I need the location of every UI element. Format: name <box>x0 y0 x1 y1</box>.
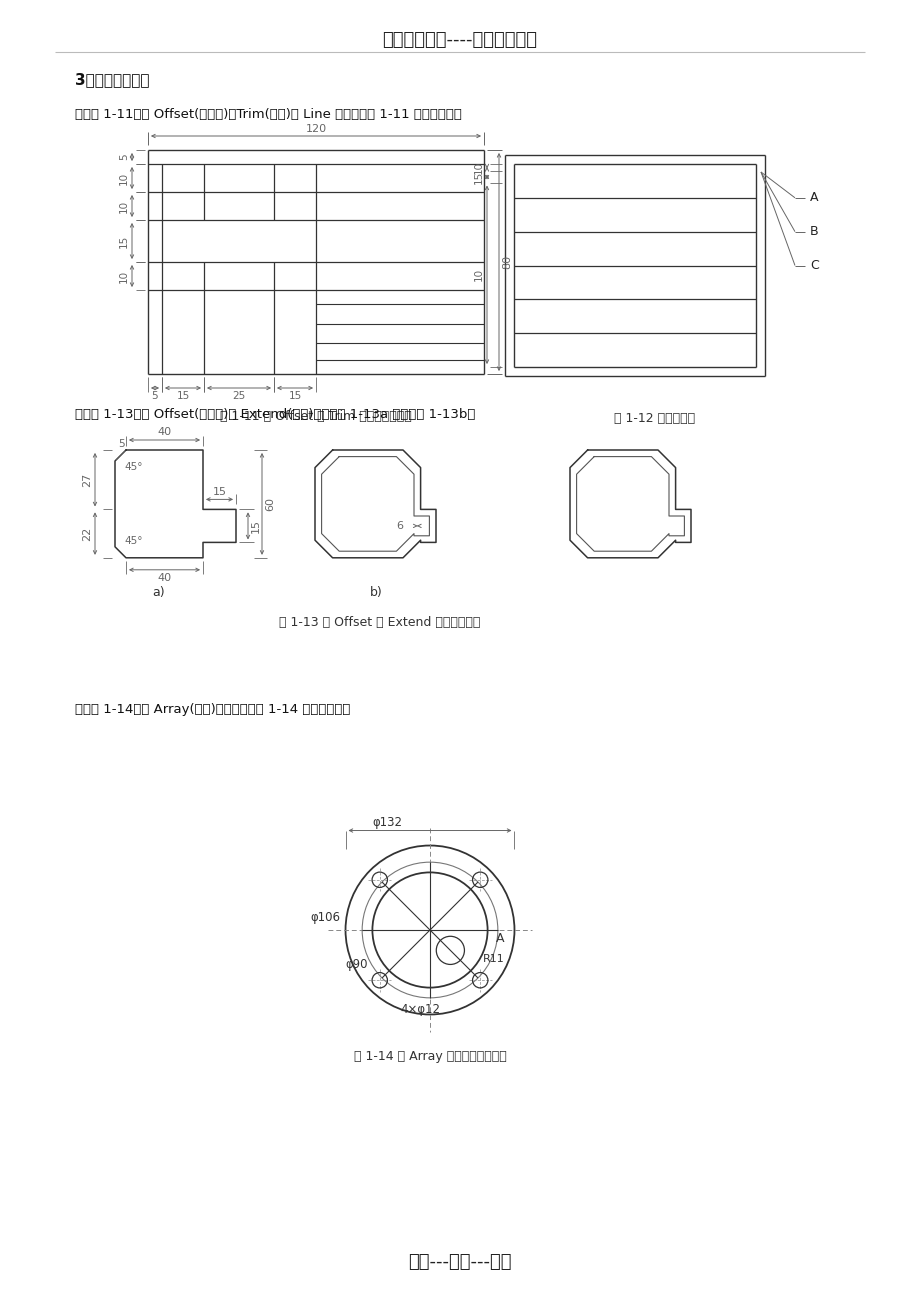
Text: 【习题 1-13】用 Offset(等距线)和 Extend(延伸)命令将图 1-13a 修改为图 1-13b。: 【习题 1-13】用 Offset(等距线)和 Extend(延伸)命令将图 1… <box>75 409 475 422</box>
Text: 27: 27 <box>82 473 92 487</box>
Text: A: A <box>809 191 818 204</box>
Text: 4×φ12: 4×φ12 <box>400 1003 439 1016</box>
Text: 5: 5 <box>119 154 129 160</box>
Text: 120: 120 <box>305 124 326 134</box>
Text: 60: 60 <box>265 497 275 510</box>
Text: 45°: 45° <box>125 536 143 546</box>
Text: a): a) <box>153 586 165 599</box>
Text: φ90: φ90 <box>345 958 367 971</box>
Text: A: A <box>495 932 504 945</box>
Text: 15: 15 <box>119 234 129 247</box>
Text: C: C <box>809 259 818 272</box>
Text: 10: 10 <box>473 161 483 174</box>
Text: 10: 10 <box>119 199 129 212</box>
Text: 【习题 1-11】用 Offset(等距线)、Trim(修剪)和 Line 命令绘制图 1-11 所示的图形。: 【习题 1-11】用 Offset(等距线)、Trim(修剪)和 Line 命令… <box>75 108 461 121</box>
Text: 图 1-14 用 Array 命令创建环形阵列: 图 1-14 用 Array 命令创建环形阵列 <box>353 1049 505 1062</box>
Text: 【习题 1-14】用 Array(阵列)等命令绘制图 1-14 所示的图形。: 【习题 1-14】用 Array(阵列)等命令绘制图 1-14 所示的图形。 <box>75 703 350 716</box>
Text: 图 1-12 绘制等距线: 图 1-12 绘制等距线 <box>614 411 695 424</box>
Text: 专心---专注---专业: 专心---专注---专业 <box>408 1253 511 1271</box>
Text: 3、编辑命令练习: 3、编辑命令练习 <box>75 73 150 87</box>
Text: φ132: φ132 <box>372 816 403 829</box>
Text: 5: 5 <box>118 439 125 449</box>
Text: 22: 22 <box>82 526 92 540</box>
Text: 45°: 45° <box>125 462 143 473</box>
Text: 5: 5 <box>152 391 158 401</box>
Text: 15: 15 <box>288 391 301 401</box>
Text: B: B <box>809 225 818 238</box>
Text: b): b) <box>369 586 382 599</box>
Text: 15: 15 <box>176 391 189 401</box>
Text: 40: 40 <box>157 573 171 583</box>
Text: 15: 15 <box>212 487 226 497</box>
Text: 15: 15 <box>251 519 261 533</box>
Text: 25: 25 <box>233 391 245 401</box>
Text: 图 1-13 用 Offset 和 Extend 命令绘制图形: 图 1-13 用 Offset 和 Extend 命令绘制图形 <box>279 616 480 629</box>
Text: 40: 40 <box>157 427 171 437</box>
Text: 精选优质文档----倾情为你奉上: 精选优质文档----倾情为你奉上 <box>382 31 537 49</box>
Text: 10: 10 <box>119 270 129 283</box>
Text: φ106: φ106 <box>310 911 340 924</box>
Text: 10: 10 <box>473 268 483 281</box>
Text: 15: 15 <box>473 171 483 184</box>
Text: 10: 10 <box>119 172 129 185</box>
Text: 6: 6 <box>396 521 403 531</box>
Text: R11: R11 <box>482 954 504 965</box>
Text: 图 1-11 用 Offset 和 Trim 等命令绘制图形: 图 1-11 用 Offset 和 Trim 等命令绘制图形 <box>220 410 412 423</box>
Text: 80: 80 <box>502 255 512 270</box>
